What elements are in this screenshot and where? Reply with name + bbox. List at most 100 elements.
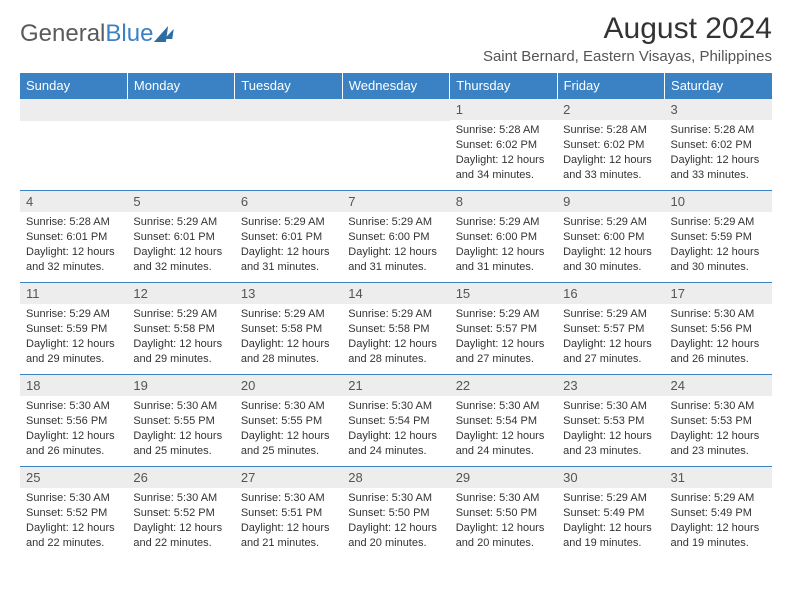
day-number: 8 — [450, 191, 557, 212]
day-cell: 2Sunrise: 5:28 AMSunset: 6:02 PMDaylight… — [557, 99, 664, 191]
day-details: Sunrise: 5:29 AMSunset: 5:59 PMDaylight:… — [665, 212, 772, 278]
daylight-text: Daylight: 12 hours and 27 minutes. — [456, 337, 551, 367]
day-details: Sunrise: 5:29 AMSunset: 5:58 PMDaylight:… — [342, 304, 449, 370]
day-cell — [235, 99, 342, 191]
sunset-text: Sunset: 5:49 PM — [671, 506, 766, 521]
day-number: 30 — [557, 467, 664, 488]
day-number: 15 — [450, 283, 557, 304]
sunrise-text: Sunrise: 5:30 AM — [241, 399, 336, 414]
sunset-text: Sunset: 5:58 PM — [133, 322, 228, 337]
sunrise-text: Sunrise: 5:28 AM — [456, 123, 551, 138]
day-number: 25 — [20, 467, 127, 488]
day-number: 14 — [342, 283, 449, 304]
header-row: Sunday Monday Tuesday Wednesday Thursday… — [20, 73, 772, 99]
sunrise-text: Sunrise: 5:29 AM — [348, 307, 443, 322]
day-number: 22 — [450, 375, 557, 396]
sunset-text: Sunset: 6:00 PM — [563, 230, 658, 245]
sunset-text: Sunset: 6:01 PM — [133, 230, 228, 245]
sunset-text: Sunset: 5:50 PM — [456, 506, 551, 521]
day-number: 24 — [665, 375, 772, 396]
sunrise-text: Sunrise: 5:29 AM — [563, 307, 658, 322]
day-cell: 5Sunrise: 5:29 AMSunset: 6:01 PMDaylight… — [127, 191, 234, 283]
sunset-text: Sunset: 5:56 PM — [26, 414, 121, 429]
day-number: 18 — [20, 375, 127, 396]
col-saturday: Saturday — [665, 73, 772, 99]
day-cell: 29Sunrise: 5:30 AMSunset: 5:50 PMDayligh… — [450, 467, 557, 559]
logo-text-2: Blue — [105, 20, 153, 48]
sunrise-text: Sunrise: 5:30 AM — [133, 491, 228, 506]
day-details: Sunrise: 5:28 AMSunset: 6:02 PMDaylight:… — [665, 120, 772, 186]
sunset-text: Sunset: 6:02 PM — [563, 138, 658, 153]
sunset-text: Sunset: 6:01 PM — [241, 230, 336, 245]
daylight-text: Daylight: 12 hours and 24 minutes. — [456, 429, 551, 459]
day-number: 29 — [450, 467, 557, 488]
daylight-text: Daylight: 12 hours and 32 minutes. — [133, 245, 228, 275]
sunset-text: Sunset: 5:53 PM — [563, 414, 658, 429]
sunrise-text: Sunrise: 5:28 AM — [26, 215, 121, 230]
day-details: Sunrise: 5:30 AMSunset: 5:56 PMDaylight:… — [20, 396, 127, 462]
day-details: Sunrise: 5:30 AMSunset: 5:53 PMDaylight:… — [665, 396, 772, 462]
day-details: Sunrise: 5:30 AMSunset: 5:56 PMDaylight:… — [665, 304, 772, 370]
logo-triangle-icon — [165, 29, 174, 39]
day-cell: 31Sunrise: 5:29 AMSunset: 5:49 PMDayligh… — [665, 467, 772, 559]
col-monday: Monday — [127, 73, 234, 99]
day-cell: 28Sunrise: 5:30 AMSunset: 5:50 PMDayligh… — [342, 467, 449, 559]
sunset-text: Sunset: 5:57 PM — [456, 322, 551, 337]
daylight-text: Daylight: 12 hours and 26 minutes. — [671, 337, 766, 367]
day-details: Sunrise: 5:29 AMSunset: 6:00 PMDaylight:… — [450, 212, 557, 278]
sunset-text: Sunset: 5:58 PM — [241, 322, 336, 337]
day-number: 9 — [557, 191, 664, 212]
sunset-text: Sunset: 5:57 PM — [563, 322, 658, 337]
sunrise-text: Sunrise: 5:29 AM — [26, 307, 121, 322]
day-cell: 19Sunrise: 5:30 AMSunset: 5:55 PMDayligh… — [127, 375, 234, 467]
sunrise-text: Sunrise: 5:29 AM — [241, 215, 336, 230]
day-cell: 10Sunrise: 5:29 AMSunset: 5:59 PMDayligh… — [665, 191, 772, 283]
day-details: Sunrise: 5:30 AMSunset: 5:50 PMDaylight:… — [450, 488, 557, 554]
sunrise-text: Sunrise: 5:28 AM — [671, 123, 766, 138]
daylight-text: Daylight: 12 hours and 31 minutes. — [348, 245, 443, 275]
day-cell: 24Sunrise: 5:30 AMSunset: 5:53 PMDayligh… — [665, 375, 772, 467]
day-cell: 22Sunrise: 5:30 AMSunset: 5:54 PMDayligh… — [450, 375, 557, 467]
day-cell: 13Sunrise: 5:29 AMSunset: 5:58 PMDayligh… — [235, 283, 342, 375]
day-number: 3 — [665, 99, 772, 120]
sunset-text: Sunset: 6:01 PM — [26, 230, 121, 245]
page-title: August 2024 — [483, 12, 772, 46]
day-cell: 1Sunrise: 5:28 AMSunset: 6:02 PMDaylight… — [450, 99, 557, 191]
col-thursday: Thursday — [450, 73, 557, 99]
calendar-table: Sunday Monday Tuesday Wednesday Thursday… — [20, 73, 772, 559]
daylight-text: Daylight: 12 hours and 31 minutes. — [456, 245, 551, 275]
sunrise-text: Sunrise: 5:30 AM — [456, 399, 551, 414]
sunrise-text: Sunrise: 5:30 AM — [348, 399, 443, 414]
title-block: August 2024 Saint Bernard, Eastern Visay… — [483, 12, 772, 65]
sunset-text: Sunset: 5:58 PM — [348, 322, 443, 337]
day-details: Sunrise: 5:29 AMSunset: 5:49 PMDaylight:… — [665, 488, 772, 554]
day-number: 20 — [235, 375, 342, 396]
day-details: Sunrise: 5:29 AMSunset: 6:01 PMDaylight:… — [235, 212, 342, 278]
day-cell — [342, 99, 449, 191]
day-cell: 15 Sunrise: 5:29 AMSunset: 5:57 PMDayligh… — [450, 283, 557, 375]
logo: GeneralBlue — [20, 12, 173, 48]
week-row: 18Sunrise: 5:30 AMSunset: 5:56 PMDayligh… — [20, 375, 772, 467]
day-cell: 9Sunrise: 5:29 AMSunset: 6:00 PMDaylight… — [557, 191, 664, 283]
empty-day — [20, 99, 127, 121]
daylight-text: Daylight: 12 hours and 33 minutes. — [563, 153, 658, 183]
sunrise-text: Sunrise: 5:29 AM — [133, 307, 228, 322]
day-cell: 14Sunrise: 5:29 AMSunset: 5:58 PMDayligh… — [342, 283, 449, 375]
day-details: Sunrise: 5:29 AMSunset: 6:00 PMDaylight:… — [342, 212, 449, 278]
day-number: 28 — [342, 467, 449, 488]
day-number: 1 — [450, 99, 557, 120]
day-cell: 3Sunrise: 5:28 AMSunset: 6:02 PMDaylight… — [665, 99, 772, 191]
sunrise-text: Sunrise: 5:30 AM — [671, 307, 766, 322]
sunset-text: Sunset: 5:59 PM — [26, 322, 121, 337]
day-details: Sunrise: 5:30 AMSunset: 5:52 PMDaylight:… — [127, 488, 234, 554]
daylight-text: Daylight: 12 hours and 27 minutes. — [563, 337, 658, 367]
day-details: Sunrise: 5:29 AMSunset: 5:59 PMDaylight:… — [20, 304, 127, 370]
sunset-text: Sunset: 5:55 PM — [241, 414, 336, 429]
day-number: 5 — [127, 191, 234, 212]
day-number: 2 — [557, 99, 664, 120]
sunrise-text: Sunrise: 5:29 AM — [456, 307, 551, 322]
day-details: Sunrise: 5:29 AMSunset: 6:01 PMDaylight:… — [127, 212, 234, 278]
day-details: Sunrise: 5:30 AMSunset: 5:54 PMDaylight:… — [450, 396, 557, 462]
sunrise-text: Sunrise: 5:29 AM — [348, 215, 443, 230]
day-number: 26 — [127, 467, 234, 488]
